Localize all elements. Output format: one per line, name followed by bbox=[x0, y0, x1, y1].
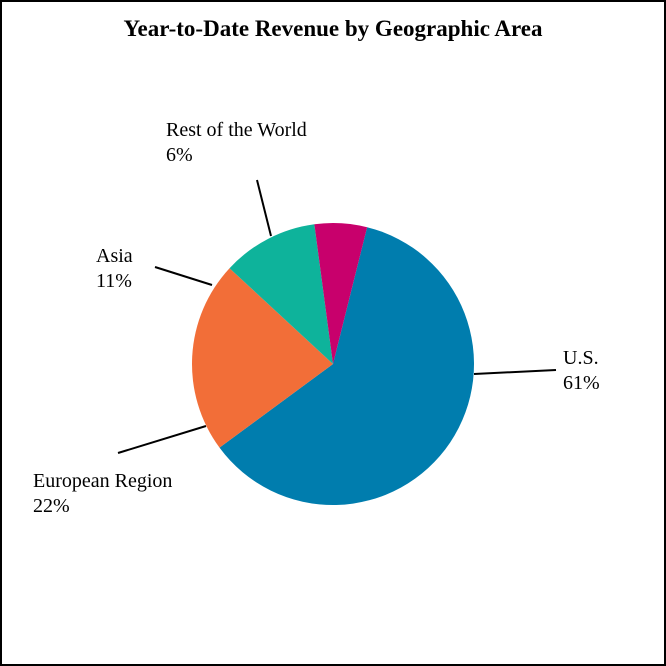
pie-slice-european-region bbox=[191, 268, 333, 448]
leader-line bbox=[256, 179, 272, 237]
leader-line bbox=[117, 425, 207, 454]
slice-label-value: 61% bbox=[563, 372, 600, 394]
slice-label-name: European Region bbox=[33, 470, 172, 492]
slice-label: Rest of the World 6% bbox=[166, 119, 307, 166]
slice-label: U.S. 61% bbox=[563, 347, 600, 394]
pie-slice-rest-of-the-world bbox=[314, 223, 368, 364]
slice-label-name: Asia bbox=[96, 245, 133, 267]
pie-slice-asia bbox=[229, 224, 333, 364]
leader-line bbox=[473, 369, 557, 375]
pie-slice-u-s bbox=[219, 227, 475, 506]
leader-line bbox=[154, 266, 213, 286]
slice-label-value: 6% bbox=[166, 144, 193, 166]
slice-label-name: U.S. bbox=[563, 347, 599, 369]
slice-label: Asia 11% bbox=[96, 245, 133, 292]
chart-title: Year-to-Date Revenue by Geographic Area bbox=[123, 16, 543, 41]
slice-label-value: 22% bbox=[33, 495, 70, 517]
slice-label-value: 11% bbox=[96, 270, 132, 292]
slice-label: European Region 22% bbox=[33, 470, 172, 517]
slice-label-name: Rest of the World bbox=[166, 119, 307, 141]
